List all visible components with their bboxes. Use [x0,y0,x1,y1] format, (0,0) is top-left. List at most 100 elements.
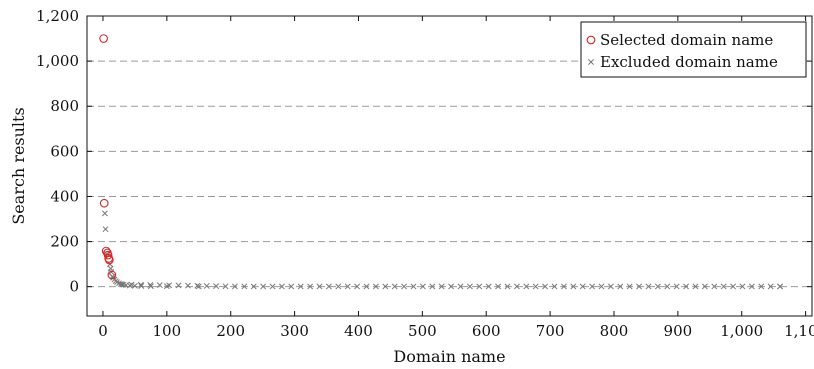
excluded-point [156,282,163,289]
excluded-point [570,283,577,290]
excluded-point [485,283,492,290]
x-tick-label: 200 [216,322,245,340]
y-axis-title: Search results [9,107,28,224]
x-tick-label: 900 [664,322,693,340]
excluded-point-stroke [664,283,671,290]
excluded-point-stroke [316,283,323,290]
selected-point [101,246,111,256]
excluded-point-stroke [156,282,163,289]
x-tick-label: 500 [408,322,437,340]
excluded-point [579,283,586,290]
excluded-point [513,283,520,290]
excluded-point-stroke [102,226,109,233]
excluded-point [457,283,464,290]
excluded-point [523,283,530,290]
x-tick-label: 800 [600,322,629,340]
y-tick-label: 200 [50,233,79,251]
excluded-point [598,283,605,290]
excluded-point-stroke [137,281,144,288]
excluded-point [203,282,210,289]
excluded-point-stroke [579,283,586,290]
excluded-point-stroke [108,269,115,275]
excluded-point-stroke [269,283,276,290]
legend-label: Selected domain name [600,31,773,49]
excluded-point-stroke [683,283,690,290]
x-axis-title: Domain name [393,347,505,366]
excluded-point-stroke [163,283,170,290]
excluded-point [138,283,145,289]
excluded-point-stroke [391,283,398,290]
excluded-point [560,283,567,290]
legend-label: Excluded domain name [600,53,778,71]
excluded-point-stroke [344,283,351,290]
x-tick-label: 700 [536,322,565,340]
x-tick-label: 300 [280,322,309,340]
excluded-point [551,283,558,290]
selected-point [99,34,108,43]
y-tick-label: 400 [50,187,79,205]
excluded-point [147,283,154,290]
excluded-point-stroke [588,59,594,65]
legend: Selected domain name Excluded domain name [580,21,807,78]
excluded-point [401,283,408,290]
excluded-point [128,281,135,288]
excluded-point-stroke [513,283,520,290]
excluded-point [391,283,398,290]
excluded-point [147,281,154,288]
excluded-point [108,269,115,275]
excluded-point-stroke [457,283,464,290]
excluded-point [175,282,182,289]
excluded-point [260,283,267,290]
excluded-point [739,283,746,290]
excluded-point-stroke [138,283,145,289]
excluded-point [372,283,379,290]
excluded-point-stroke [466,283,473,290]
excluded-point [354,283,361,290]
excluded-point-stroke [523,283,530,290]
excluded-point [213,283,220,290]
excluded-point [344,283,351,290]
excluded-point-stroke [117,281,124,287]
excluded-point-stroke [645,283,652,290]
excluded-point [382,283,389,290]
excluded-point [654,283,661,290]
excluded-point [438,283,445,290]
excluded-point-stroke [372,283,379,290]
excluded-point [297,283,304,290]
excluded-point [194,282,201,289]
excluded-point-stroke [767,283,774,290]
excluded-point-stroke [297,283,304,290]
excluded-point-stroke [438,283,445,290]
excluded-point-stroke [410,283,417,290]
excluded-point-stroke [120,281,127,288]
excluded-point [683,283,690,290]
excluded-point [115,280,122,287]
excluded-point [626,283,633,290]
excluded-point-stroke [476,283,483,290]
y-tick-label: 1,200 [36,7,79,25]
excluded-point-stroke [241,283,248,290]
x-tick-label: 1,100 [784,322,814,340]
excluded-point-stroke [711,283,718,290]
excluded-point [692,283,699,290]
excluded-point-stroke [589,283,596,290]
y-tick-label: 600 [50,142,79,160]
excluded-point [504,283,511,290]
excluded-point-stroke [231,283,238,290]
excluded-point-stroke [147,281,154,288]
excluded-point-stroke [128,281,135,288]
excluded-point-stroke [730,283,737,290]
excluded-point-stroke [260,283,267,290]
excluded-point-stroke [504,283,511,290]
x-tick-label: 400 [344,322,373,340]
excluded-point [777,283,784,290]
excluded-point-stroke [448,283,455,290]
excluded-point [532,283,539,290]
excluded-point-stroke [626,283,633,290]
excluded-point-stroke [307,283,314,290]
excluded-point [588,59,594,65]
excluded-point [231,283,238,290]
excluded-point [269,283,276,290]
excluded-point-stroke [570,283,577,290]
